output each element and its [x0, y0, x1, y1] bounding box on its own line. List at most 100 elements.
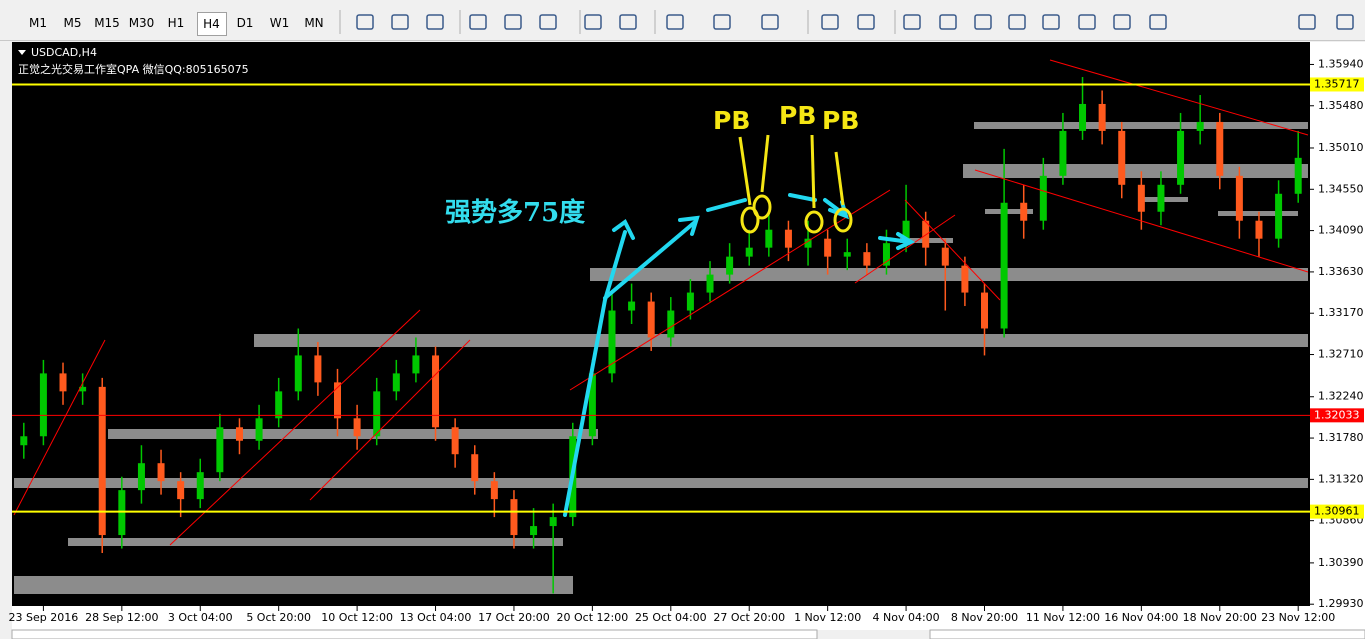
trend-line — [309, 339, 471, 501]
timeframe-button[interactable]: M15 — [94, 16, 120, 30]
tool-icon[interactable] — [469, 14, 487, 30]
tool-icon[interactable] — [584, 14, 602, 30]
candle-body — [628, 301, 636, 311]
tool-icon[interactable] — [974, 14, 992, 30]
toolbar-icons — [339, 10, 1354, 34]
arrow — [788, 193, 817, 202]
arrow-head — [896, 232, 916, 250]
tool-icon[interactable] — [939, 14, 957, 30]
toolbar: M1 M5 M15 M30 H1 H4 D1 W1 MN — [0, 0, 1365, 41]
x-tick-label: 27 Oct 20:00 — [713, 611, 785, 624]
x-tick-label: 11 Nov 12:00 — [1026, 611, 1100, 624]
candle-body — [432, 355, 440, 428]
timeframe-button[interactable]: MN — [304, 16, 324, 30]
tool-icon[interactable] — [1149, 14, 1167, 30]
candle-body — [471, 454, 479, 482]
x-tick-label: 8 Nov 20:00 — [951, 611, 1018, 624]
timeframe-button[interactable]: H1 — [167, 16, 185, 30]
y-tick-label: 1.33630 — [1318, 265, 1364, 278]
timeframe-button[interactable]: H4 — [196, 12, 227, 36]
annotation: 强势多75度 — [445, 197, 585, 228]
candle-body — [941, 247, 949, 266]
candle-body — [647, 301, 655, 338]
candle-body — [961, 265, 969, 293]
tool-icon[interactable] — [619, 14, 637, 30]
tool-icon[interactable] — [356, 14, 374, 30]
timeframe-button[interactable]: M1 — [29, 16, 47, 30]
circle — [740, 206, 760, 234]
arrow-head — [678, 215, 700, 236]
tool-icon[interactable] — [426, 14, 444, 30]
annotation: PB — [779, 101, 816, 130]
tool-icon[interactable] — [1298, 14, 1316, 30]
tool-icon[interactable] — [1113, 14, 1131, 30]
tab[interactable] — [929, 629, 1365, 639]
timeframe-button[interactable]: M5 — [63, 16, 82, 30]
candle-body — [1294, 157, 1302, 194]
zone — [963, 164, 1308, 178]
tool-icon[interactable] — [857, 14, 875, 30]
tool-icon[interactable] — [391, 14, 409, 30]
y-tick-label: 1.33170 — [1318, 306, 1364, 319]
candle-body — [255, 418, 263, 441]
pointer — [834, 151, 845, 206]
pointer — [738, 136, 752, 206]
timeframe-button[interactable]: M30 — [128, 16, 155, 30]
trend-lines — [13, 59, 1309, 546]
x-tick-label: 20 Oct 12:00 — [557, 611, 629, 624]
timeframe-button[interactable]: D1 — [236, 16, 254, 30]
tool-icon[interactable] — [1042, 14, 1060, 30]
x-tick-label: 23 Sep 2016 — [9, 611, 79, 624]
candle-body — [392, 373, 400, 392]
y-tick-label: 1.32240 — [1318, 390, 1364, 403]
candle-body — [686, 292, 694, 311]
tool-icon[interactable] — [666, 14, 684, 30]
candle-body — [216, 427, 224, 473]
price-tag — [1310, 77, 1364, 92]
candle-body — [157, 463, 165, 482]
tool-icon[interactable] — [821, 14, 839, 30]
tool-icon[interactable] — [713, 14, 731, 30]
tool-icon[interactable] — [1078, 14, 1096, 30]
timeframe-button[interactable]: W1 — [269, 16, 290, 30]
tab[interactable] — [11, 629, 818, 639]
candle-body — [1059, 130, 1067, 176]
y-tick-label: 1.35480 — [1318, 99, 1364, 112]
annotation: PB — [713, 106, 750, 135]
zone — [1218, 211, 1298, 216]
candle-body — [1177, 130, 1185, 185]
zone — [254, 334, 1308, 347]
pointer — [810, 134, 816, 209]
arrow — [706, 198, 747, 212]
arrow — [878, 236, 912, 244]
circle — [804, 210, 824, 234]
annotation: PB — [822, 106, 859, 135]
candle-body — [784, 229, 792, 248]
chart-title: USDCAD,H4 — [31, 46, 97, 59]
tool-icon[interactable] — [504, 14, 522, 30]
price-tag — [1310, 504, 1364, 519]
candle-body — [882, 243, 890, 266]
trend-line — [13, 339, 106, 516]
candle-body — [1275, 193, 1283, 239]
zone — [974, 122, 1308, 129]
menu-triangle — [18, 50, 26, 55]
x-tick-label: 1 Nov 12:00 — [794, 611, 861, 624]
tool-icon[interactable] — [1008, 14, 1026, 30]
price-tag-label: 1.30961 — [1314, 505, 1360, 518]
tool-icon[interactable] — [539, 14, 557, 30]
tool-icon[interactable] — [903, 14, 921, 30]
x-tick-label: 28 Sep 12:00 — [85, 611, 158, 624]
candle-body — [549, 517, 557, 527]
tool-icon[interactable] — [761, 14, 779, 30]
candle-body — [412, 355, 420, 374]
price-tag-label: 1.35717 — [1314, 77, 1360, 90]
y-tick-label: 1.34550 — [1318, 182, 1364, 195]
pb-markers — [738, 134, 853, 234]
support-resistance-zones — [14, 122, 1308, 594]
tool-icon[interactable] — [1336, 14, 1354, 30]
candle-body — [902, 220, 910, 244]
arrows — [563, 193, 916, 517]
